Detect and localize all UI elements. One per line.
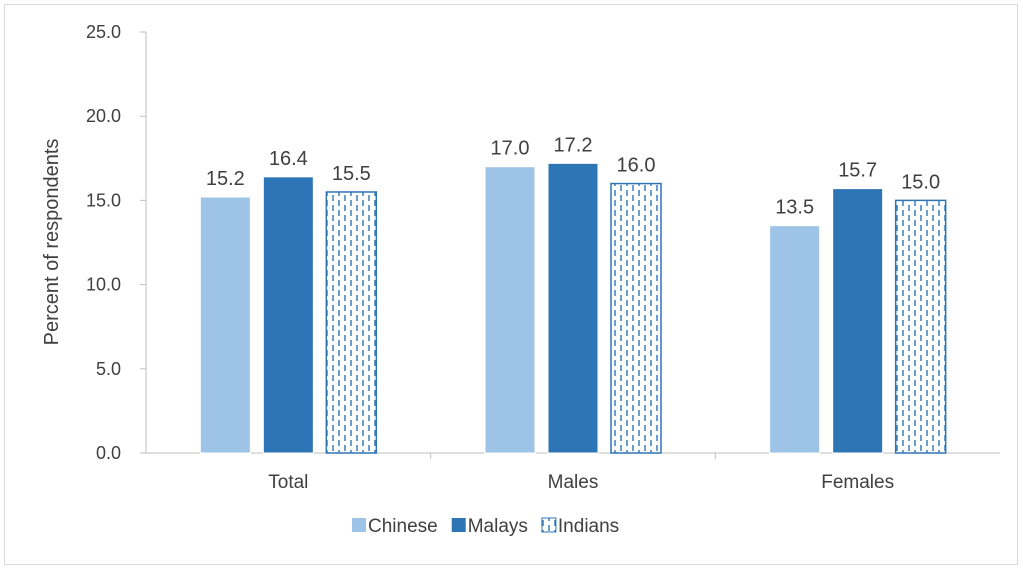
y-tick-label: 25.0 — [86, 22, 121, 42]
bar-chinese — [769, 225, 821, 454]
data-label: 15.2 — [206, 168, 245, 190]
x-tick-label: Total — [268, 472, 308, 493]
legend-swatch-indians — [541, 517, 557, 533]
x-tick-label: Females — [821, 472, 894, 493]
data-labels: 15.2 16.4 15.5 17.0 17.2 16.0 13.5 15.7 15.0 — [206, 134, 940, 218]
legend: Chinese Malays Indians — [352, 516, 619, 537]
data-label: 15.7 — [838, 160, 877, 182]
legend-label: Chinese — [368, 516, 438, 537]
data-label: 16.0 — [617, 155, 656, 177]
legend-label: Indians — [558, 516, 619, 537]
x-tick-label: Males — [548, 472, 599, 493]
legend-label: Malays — [468, 516, 528, 537]
bar-malays — [262, 176, 314, 454]
legend-swatch-malays — [451, 518, 466, 532]
bar-chinese — [484, 166, 536, 454]
data-label: 16.4 — [269, 148, 308, 170]
bar-indians — [894, 199, 947, 454]
bar-chinese — [199, 196, 251, 454]
data-label: 17.2 — [554, 134, 593, 156]
y-tick-label: 20.0 — [86, 106, 121, 126]
y-tick-label: 15.0 — [86, 190, 121, 210]
bar-malays — [832, 188, 884, 454]
y-tick-label: 10.0 — [86, 275, 121, 295]
data-label: 17.0 — [491, 138, 530, 160]
y-axis-title: Percent of respondents — [41, 139, 63, 346]
y-tick-label: 5.0 — [96, 359, 121, 379]
legend-swatch-chinese — [352, 518, 366, 532]
bar-indians — [325, 191, 378, 454]
data-label: 15.5 — [332, 163, 371, 185]
y-axis: 0.0 5.0 10.0 15.0 20.0 25.0 — [86, 22, 147, 463]
bars — [199, 162, 947, 454]
bar-malays — [547, 162, 599, 454]
bar-indians — [610, 182, 662, 454]
data-label: 15.0 — [901, 171, 940, 193]
x-axis: Total Males Females — [146, 452, 1000, 493]
data-label: 13.5 — [775, 197, 814, 219]
y-tick-label: 0.0 — [96, 443, 121, 463]
